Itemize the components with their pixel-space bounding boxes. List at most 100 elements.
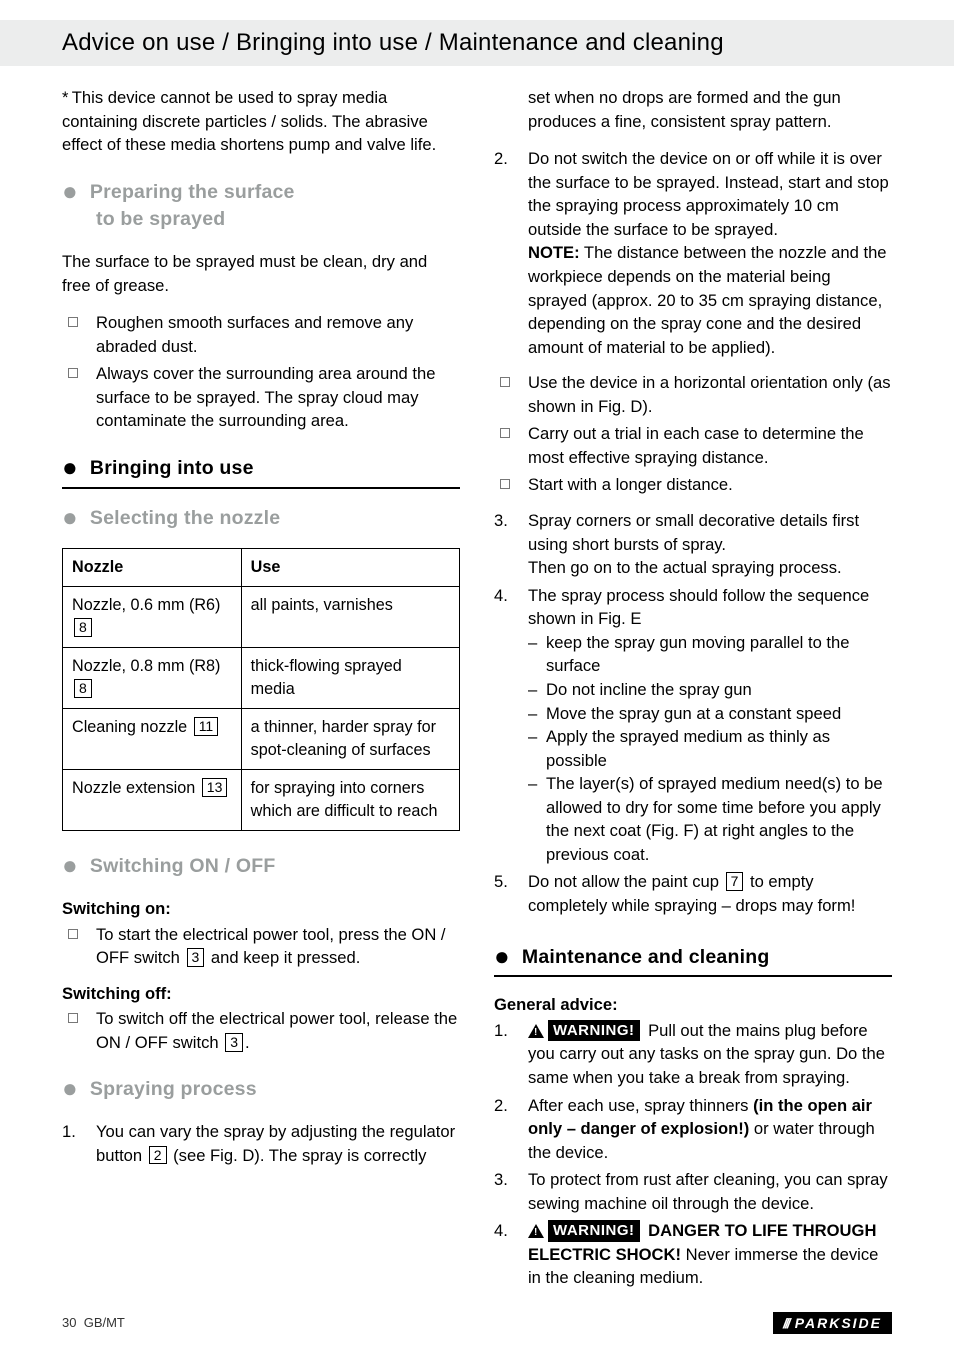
two-column-body: * This device cannot be used to spray me…: [62, 0, 892, 1302]
text: and keep it pressed.: [206, 948, 360, 967]
text: Do not allow the paint cup: [528, 872, 724, 891]
text: (see Fig. D). The spray is correctly: [169, 1146, 427, 1165]
list-item: Move the spray gun at a constant speed: [528, 702, 892, 726]
bullet-dot-icon: ●: [494, 941, 510, 971]
ref-badge: 7: [726, 872, 744, 891]
brand-badge: /// PARKSIDE: [773, 1312, 892, 1334]
list-item: Do not incline the spray gun: [528, 678, 892, 702]
text: Spray corners or small decorative detail…: [528, 511, 859, 554]
list-item: Do not switch the device on or off while…: [494, 147, 892, 359]
text: After each use, spray thinners: [528, 1096, 753, 1115]
bullet-dot-icon: ●: [62, 452, 78, 482]
heading-spraying-process: ●Spraying process: [62, 1076, 460, 1104]
heading-text: Selecting the nozzle: [90, 507, 280, 529]
heading-text: Bringing into use: [90, 457, 254, 479]
text: Do not switch the device on or off while…: [528, 149, 889, 239]
cell-nozzle: Nozzle, 0.8 mm (R8) 8: [63, 648, 242, 709]
list-item: To start the electrical power tool, pres…: [62, 923, 460, 970]
list-item: The layer(s) of sprayed medium need(s) t…: [528, 772, 892, 866]
bullet-dot-icon: ●: [62, 850, 78, 880]
list-item: Do not allow the paint cup 7 to empty co…: [494, 870, 892, 917]
col-header-use: Use: [241, 549, 459, 587]
note-label: NOTE:: [528, 243, 580, 262]
left-column: * This device cannot be used to spray me…: [62, 86, 460, 1302]
list-item: Always cover the surrounding area around…: [62, 362, 460, 433]
region-code: GB/MT: [84, 1315, 125, 1330]
text: .: [245, 1033, 250, 1052]
ref-badge: 3: [187, 948, 205, 967]
footnote-asterisk: * This device cannot be used to spray me…: [62, 86, 460, 157]
ref-badge: 8: [74, 679, 92, 698]
cell-use: thick-flowing sprayed media: [241, 648, 459, 709]
list-item: Start with a longer distance.: [494, 473, 892, 497]
page-header-title: Advice on use / Bringing into use / Main…: [62, 20, 892, 66]
warning-triangle-icon: [528, 1224, 544, 1238]
cell-use: all paints, varnishes: [241, 587, 459, 648]
page: Advice on use / Bringing into use / Main…: [0, 0, 954, 1354]
list-item: After each use, spray thinners (in the o…: [494, 1094, 892, 1165]
list-item: Roughen smooth surfaces and remove any a…: [62, 311, 460, 358]
prep-intro: The surface to be sprayed must be clean,…: [62, 250, 460, 297]
warning-label: WARNING!: [548, 1220, 640, 1241]
ref-badge: 13: [202, 778, 228, 797]
cell-text: Nozzle, 0.8 mm (R8): [72, 657, 220, 675]
page-number: 30: [62, 1315, 76, 1330]
heading-text: Maintenance and cleaning: [522, 946, 770, 968]
cell-nozzle: Nozzle extension 13: [63, 770, 242, 831]
heading-preparing-surface: ● Preparing the surface to be sprayed: [62, 179, 460, 234]
ref-badge: 2: [149, 1146, 167, 1165]
subhead-switching-off: Switching off:: [62, 982, 460, 1006]
list-item: Carry out a trial in each case to determ…: [494, 422, 892, 469]
maintenance-list: WARNING! Pull out the mains plug before …: [494, 1019, 892, 1290]
ref-badge: 3: [225, 1033, 243, 1052]
heading-selecting-nozzle: ● Selecting the nozzle: [62, 505, 460, 533]
cell-text: Nozzle, 0.6 mm (R6): [72, 596, 220, 614]
spraying-process-list-cont: Do not switch the device on or off while…: [494, 147, 892, 359]
list-item: Use the device in a horizontal orientati…: [494, 371, 892, 418]
bullet-dot-icon: ●: [62, 1073, 78, 1103]
list-item: The spray process should follow the sequ…: [494, 584, 892, 867]
subhead-switching-on: Switching on:: [62, 897, 460, 921]
col-header-nozzle: Nozzle: [63, 549, 242, 587]
brand-name: PARKSIDE: [795, 1315, 882, 1331]
table-row: Nozzle, 0.6 mm (R6) 8 all paints, varnis…: [63, 587, 460, 648]
switching-on-list: To start the electrical power tool, pres…: [62, 923, 460, 970]
bullet-dot-icon: ●: [62, 502, 78, 532]
warning-label: WARNING!: [548, 1020, 640, 1041]
text: To switch off the electrical power tool,…: [96, 1009, 457, 1052]
right-column: set when no drops are formed and the gun…: [494, 86, 892, 1302]
bullet-dot-icon: ●: [62, 176, 78, 206]
heading-text: Switching ON / OFF: [90, 855, 276, 877]
list-item: To switch off the electrical power tool,…: [62, 1007, 460, 1054]
list-item: To protect from rust after cleaning, you…: [494, 1168, 892, 1215]
heading-switching-onoff: ● Switching ON / OFF: [62, 853, 460, 881]
spraying-process-list-cont2: Spray corners or small decorative detail…: [494, 509, 892, 918]
switching-off-list: To switch off the electrical power tool,…: [62, 1007, 460, 1054]
prep-bullets: Roughen smooth surfaces and remove any a…: [62, 311, 460, 433]
heading-maintenance-cleaning: ● Maintenance and cleaning: [494, 944, 892, 978]
spray-sub-bullets: Use the device in a horizontal orientati…: [494, 371, 892, 497]
text: The spray process should follow the sequ…: [528, 586, 869, 629]
table-row: Nozzle Use: [63, 549, 460, 587]
list-item: Spray corners or small decorative detail…: [494, 509, 892, 580]
text: Then go on to the actual spraying proces…: [528, 558, 842, 577]
heading-line2: to be sprayed: [96, 208, 225, 230]
list-item: WARNING! Pull out the mains plug before …: [494, 1019, 892, 1090]
ref-badge: 11: [194, 717, 219, 736]
nozzle-table: Nozzle Use Nozzle, 0.6 mm (R6) 8 all pai…: [62, 548, 460, 831]
list-item: keep the spray gun moving parallel to th…: [528, 631, 892, 678]
list-item: You can vary the spray by adjusting the …: [62, 1120, 460, 1167]
table-row: Cleaning nozzle 11 a thinner, harder spr…: [63, 709, 460, 770]
text: The distance between the nozzle and the …: [528, 243, 887, 356]
spray-1-continuation: set when no drops are formed and the gun…: [494, 86, 892, 133]
heading-bringing-into-use: ● Bringing into use: [62, 455, 460, 489]
warning-triangle-icon: [528, 1024, 544, 1038]
brand-stripes-icon: ///: [783, 1315, 789, 1331]
ref-badge: 8: [74, 618, 92, 637]
list-item: Apply the sprayed medium as thinly as po…: [528, 725, 892, 772]
cell-nozzle: Cleaning nozzle 11: [63, 709, 242, 770]
cell-text: Nozzle extension: [72, 779, 200, 797]
cell-nozzle: Nozzle, 0.6 mm (R6) 8: [63, 587, 242, 648]
heading-line1: Preparing the surface: [90, 181, 295, 203]
table-row: Nozzle extension 13 for spraying into co…: [63, 770, 460, 831]
